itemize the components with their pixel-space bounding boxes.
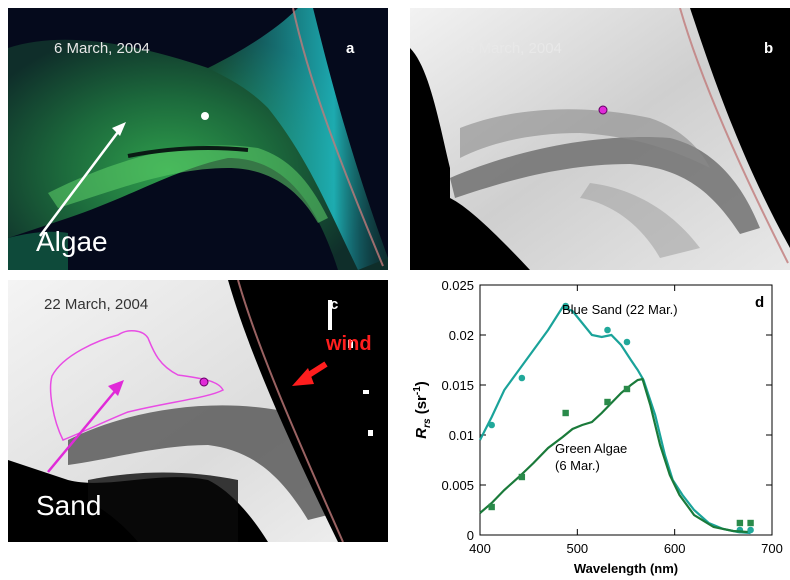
series-label-blue-sand: Blue Sand (22 Mar.)	[562, 302, 678, 317]
green-algae-point	[747, 519, 754, 527]
panel-a-satellite-image	[8, 8, 388, 270]
y-tick-label: 0.015	[441, 378, 474, 393]
blue-sand-point	[604, 326, 611, 334]
green-algae-point	[562, 409, 569, 417]
plot-frame	[479, 284, 773, 536]
green-algae-point	[736, 519, 744, 527]
panel-c-letter: c	[330, 296, 339, 313]
blue-sand-curve	[479, 305, 751, 535]
series-label-green-algae-line2: (6 Mar.)	[555, 458, 600, 473]
panel-b-date: 6 March, 2004	[466, 40, 562, 57]
series-label-green-algae-line1: Green Algae	[555, 441, 627, 456]
green-algae-point	[623, 385, 631, 393]
blue-sand-point	[562, 302, 569, 310]
panel-c-classification-image: 22 March, 2004 c Sand wind	[8, 280, 388, 542]
panel-b-satellite-image	[410, 8, 790, 270]
algae-label: Algae	[36, 226, 108, 257]
blue-sand-point	[518, 374, 526, 382]
green-algae-point	[604, 398, 611, 406]
station-marker-white	[201, 112, 209, 120]
green-algae-curve	[479, 377, 748, 534]
y-tick-label: 0.01	[449, 428, 474, 443]
y-axis-label: Rrs (sr-1)	[412, 381, 433, 439]
x-tick-label: 400	[469, 541, 491, 556]
blue-sand-point	[747, 526, 754, 534]
panel-d-reflectance-chart: 0 0.005 0.01 0.015 0.02 0.025 400 500 600 700 d …	[400, 276, 790, 580]
x-tick-label: 500	[566, 541, 588, 556]
sand-region-outline	[49, 330, 224, 441]
x-axis-label: Wavelength (nm)	[574, 561, 678, 576]
green-algae-point	[518, 473, 526, 481]
blue-sand-point	[623, 338, 631, 346]
wind-label: wind	[326, 333, 372, 355]
station-marker-magenta	[199, 377, 209, 387]
panel-a-true-color-image: 6 March, 2004 a Algae	[8, 8, 388, 270]
station-marker-magenta	[598, 105, 608, 115]
panel-c-satellite-image	[8, 280, 388, 542]
y-tick-label: 0	[467, 528, 474, 543]
y-tick-label: 0.005	[441, 478, 474, 493]
blue-sand-point	[488, 421, 495, 429]
y-tick-label: 0.025	[441, 278, 474, 293]
wind-arrow	[292, 368, 314, 386]
x-tick-label: 700	[761, 541, 783, 556]
sand-arrow	[108, 380, 124, 396]
y-tick-label: 0.02	[449, 328, 474, 343]
x-tick-label: 600	[664, 541, 686, 556]
algae-arrow	[112, 122, 126, 136]
panel-a-letter: a	[346, 40, 355, 57]
panel-b-letter: b	[764, 40, 774, 57]
sand-label: Sand	[36, 490, 102, 521]
panel-b-classification-image: 6 March, 2004 b	[410, 8, 790, 270]
panel-c-date: 22 March, 2004	[44, 296, 149, 313]
panel-d-letter: d	[755, 294, 764, 311]
panel-a-date: 6 March, 2004	[54, 40, 150, 57]
green-algae-point	[488, 503, 495, 511]
